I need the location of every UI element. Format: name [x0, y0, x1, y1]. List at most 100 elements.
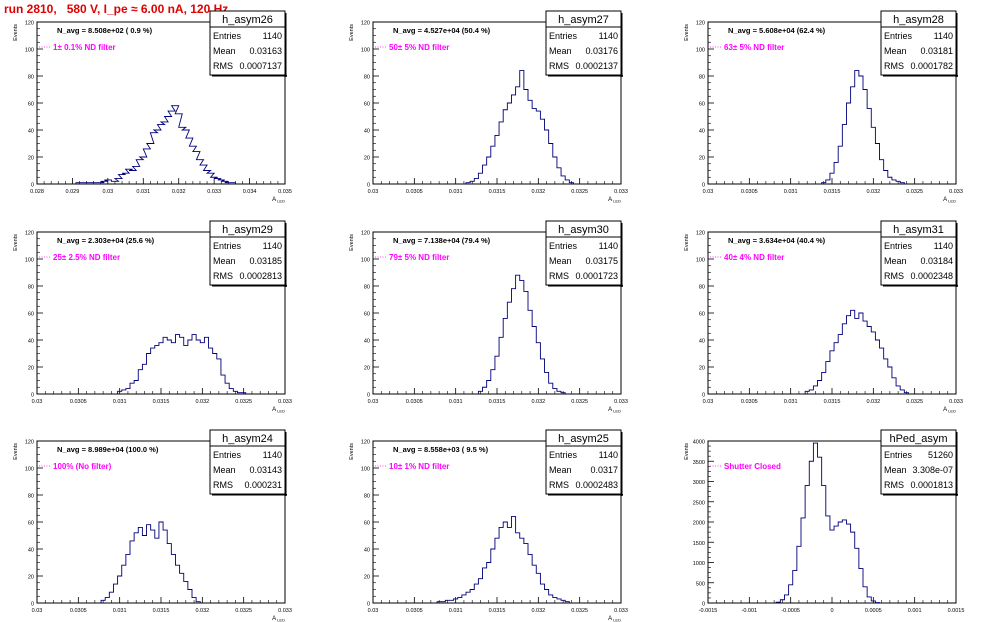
- x-tick-label: 0.035: [278, 189, 292, 195]
- histogram-bin: [867, 597, 871, 603]
- filter-label: 10± 1% ND filter: [389, 462, 449, 471]
- histogram-bin: [196, 340, 200, 394]
- histogram-bin: [784, 595, 788, 603]
- stats-value-entries: 1140: [263, 31, 282, 41]
- y-tick-label: 120: [696, 21, 705, 27]
- x-tick-label: 0.0305: [406, 189, 423, 195]
- y-tick-label: 60: [28, 102, 34, 108]
- histogram-bin: [192, 335, 196, 394]
- histogram-name: h_asym28: [893, 14, 944, 26]
- stats-value-entries: 1140: [263, 241, 282, 251]
- histogram-bin: [122, 390, 126, 394]
- histogram-bin: [142, 536, 146, 604]
- histogram-bin: [822, 372, 826, 394]
- y-axis-label: Events: [684, 443, 690, 460]
- histogram-bin: [171, 554, 175, 603]
- histogram-bin: [186, 138, 193, 184]
- histogram-bin: [499, 527, 503, 603]
- histogram-bin: [830, 530, 834, 603]
- stats-value-entries: 1140: [599, 241, 618, 251]
- y-tick-label: 40: [28, 548, 34, 554]
- x-tick-label: 0.032: [531, 608, 545, 614]
- x-tick-label: 0.0305: [741, 399, 758, 405]
- y-tick-label: 80: [364, 75, 370, 81]
- histogram-name: h_asym30: [558, 224, 609, 236]
- stats-key-entries: Entries: [213, 31, 242, 41]
- stats-key-entries: Entries: [884, 31, 913, 41]
- stats-box-shadow: [285, 13, 287, 77]
- x-tick-label: 0.032: [531, 189, 545, 195]
- stats-box-shadow: [212, 285, 287, 287]
- histogram-bin: [892, 180, 896, 184]
- y-axis-label: Events: [349, 24, 355, 41]
- histogram-bin: [830, 351, 834, 394]
- x-axis-label-subscript: LED: [612, 199, 621, 204]
- histogram-bin: [507, 302, 511, 394]
- y-tick-label: 20: [28, 575, 34, 581]
- histogram-bin: [859, 313, 863, 394]
- histogram-bin: [179, 127, 186, 184]
- histogram-bin: [147, 144, 154, 185]
- histogram-bin: [859, 569, 863, 603]
- histogram-bin: [818, 457, 822, 603]
- histogram-bin: [851, 310, 855, 394]
- stats-key-rms: RMS: [213, 271, 233, 281]
- histogram-bin: [842, 520, 846, 603]
- histogram-line: [477, 274, 566, 394]
- stats-key-mean: Mean: [213, 46, 236, 56]
- y-tick-label: 100: [25, 467, 34, 473]
- histogram-bin: [163, 530, 167, 603]
- y-tick-label: 0: [367, 183, 370, 189]
- stats-box-shadow: [212, 494, 287, 496]
- histogram-bin: [549, 595, 553, 603]
- histogram-bin: [184, 581, 188, 603]
- histogram-bin: [188, 340, 192, 394]
- histogram-bin: [193, 152, 200, 184]
- histogram-bin: [863, 321, 867, 394]
- stats-key-mean: Mean: [884, 465, 907, 475]
- histogram-bin: [209, 348, 213, 394]
- stats-value-rms: 0.0001813: [910, 480, 953, 490]
- x-tick-label: 0.0305: [406, 399, 423, 405]
- filter-label: 79± 5% ND filter: [389, 253, 449, 262]
- histogram-bin: [851, 87, 855, 184]
- histogram-bin: [172, 106, 179, 184]
- stats-box: [545, 220, 622, 286]
- x-tick-label: 0.03: [32, 399, 43, 405]
- histogram-bin: [822, 486, 826, 603]
- histogram-line: [436, 516, 570, 603]
- histogram-bin: [834, 162, 838, 184]
- x-tick-label: 0.0315: [489, 608, 506, 614]
- navg-label: N_avg = 8.508e+02 ( 0.9 %): [57, 26, 153, 35]
- histogram-bin: [884, 359, 888, 394]
- x-axis-label-subscript: LED: [276, 618, 285, 622]
- histogram-bin: [516, 275, 520, 394]
- histogram-bin: [175, 565, 179, 603]
- histogram-bin: [511, 517, 515, 603]
- stats-value-rms: 0.0002813: [239, 271, 282, 281]
- filter-label: Shutter Closed: [724, 462, 781, 471]
- histogram-bin: [855, 548, 859, 603]
- x-tick-label: 0.0315: [153, 608, 170, 614]
- histogram-bin: [884, 171, 888, 185]
- histogram-bin: [797, 546, 801, 603]
- x-tick-label: 0.032: [866, 189, 880, 195]
- histogram-panel-h_asym27: 0 20 40 60 80 100 120 0.03 0.0305 0.031 0.0315 0.03…: [349, 10, 628, 204]
- y-tick-label: 40: [28, 339, 34, 345]
- histogram-bin: [142, 364, 146, 394]
- x-tick-label: 0.0325: [906, 189, 923, 195]
- stats-value-mean: 3.308e-07: [912, 465, 953, 475]
- stats-value-mean: 0.0317: [590, 465, 618, 475]
- histogram-bin: [180, 573, 184, 603]
- histogram-bin: [838, 522, 842, 603]
- histogram-bin: [801, 518, 805, 603]
- histogram-bin: [867, 108, 871, 184]
- y-tick-label: 2500: [693, 500, 705, 506]
- stats-value-mean: 0.03184: [920, 256, 953, 266]
- histogram-bin: [892, 378, 896, 394]
- histogram-bin: [846, 103, 850, 184]
- y-tick-label: 60: [364, 521, 370, 527]
- filter-label: 50± 5% ND filter: [389, 43, 449, 52]
- histogram-bin: [151, 530, 155, 603]
- histogram-bin: [491, 549, 495, 603]
